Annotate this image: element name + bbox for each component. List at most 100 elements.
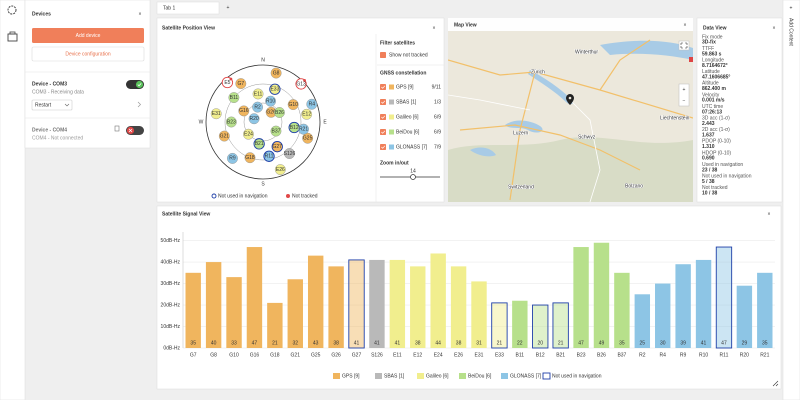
close-button[interactable]: × bbox=[768, 211, 771, 217]
device-status: COM4 - Not connected bbox=[32, 135, 83, 141]
field-value: 0.001 m/s bbox=[702, 98, 725, 104]
constellation-name: GLONASS [7] bbox=[396, 144, 428, 150]
field-value: 1.310 bbox=[702, 144, 715, 150]
satellite-label: B26 bbox=[275, 110, 284, 116]
x-tick-label: R2 bbox=[639, 352, 646, 358]
constellation-swatch bbox=[389, 84, 394, 90]
bar-value-label: 44 bbox=[435, 340, 441, 346]
check-icon bbox=[137, 83, 142, 87]
signal-bar bbox=[287, 279, 303, 348]
constellation-count: 1/3 bbox=[434, 99, 441, 105]
bar-value-label: 21 bbox=[272, 340, 278, 346]
constellation-name: BeiDou [6] bbox=[396, 129, 420, 135]
satellite-label: R10 bbox=[266, 98, 275, 104]
constellation-swatch bbox=[389, 99, 394, 105]
satellite-label: B23 bbox=[227, 119, 236, 125]
not-tracked-dot bbox=[229, 77, 233, 81]
y-tick-label: 20dB-Hz bbox=[161, 302, 181, 308]
constellation-count: 6/9 bbox=[434, 114, 441, 120]
checkbox[interactable] bbox=[380, 114, 386, 120]
zoom-value: 14 bbox=[410, 168, 416, 174]
field-label: Not tracked bbox=[702, 185, 728, 191]
satellite bbox=[287, 99, 299, 110]
panel-title: Satellite Signal View bbox=[162, 211, 210, 217]
close-button[interactable]: × bbox=[139, 11, 142, 17]
signal-bar bbox=[430, 253, 446, 348]
zoom-out[interactable]: − bbox=[683, 98, 686, 104]
close-button[interactable]: × bbox=[773, 25, 776, 31]
satellite-label: R11 bbox=[265, 154, 274, 160]
satellite-label: G18 bbox=[245, 155, 255, 161]
signal-bar bbox=[675, 264, 691, 348]
signal-bar bbox=[410, 266, 426, 348]
settings-icon[interactable] bbox=[7, 5, 17, 15]
action-label: Restart bbox=[35, 102, 52, 108]
checkbox[interactable] bbox=[380, 129, 386, 135]
bar-value-label: 30 bbox=[660, 340, 666, 346]
x-tick-label: E12 bbox=[413, 352, 422, 358]
tab[interactable] bbox=[156, 1, 220, 15]
device-configuration-button[interactable] bbox=[31, 46, 145, 62]
action-select[interactable] bbox=[31, 99, 73, 111]
constellation-count: 6/9 bbox=[434, 129, 441, 135]
expand-chevron[interactable] bbox=[137, 101, 141, 108]
add-device-button[interactable] bbox=[32, 28, 144, 43]
bar-value-label: 33 bbox=[231, 340, 237, 346]
checkbox[interactable] bbox=[380, 52, 386, 58]
not-tracked-dot bbox=[303, 79, 306, 82]
y-tick-label: 40dB-Hz bbox=[161, 259, 181, 265]
x-tick-label: E33 bbox=[495, 352, 504, 358]
satellite-label: R20 bbox=[249, 116, 258, 122]
checkbox-label: Show not tracked bbox=[389, 52, 428, 58]
x-tick-label: B26 bbox=[597, 352, 606, 358]
satellite-label: G21 bbox=[220, 133, 230, 139]
map-lake bbox=[470, 147, 496, 157]
place-label: Switzerland bbox=[508, 184, 534, 190]
add-tab[interactable]: + bbox=[227, 5, 230, 11]
x-icon bbox=[128, 128, 133, 133]
field-value: 59.863 s bbox=[702, 51, 722, 57]
signal-bar bbox=[205, 262, 222, 348]
fullscreen-button[interactable] bbox=[678, 40, 690, 51]
checkbox[interactable] bbox=[380, 144, 386, 150]
add-content-icon[interactable]: + bbox=[790, 5, 793, 11]
add-content-label[interactable]: Add Content bbox=[788, 18, 794, 46]
field-value: 5 / 38 bbox=[702, 179, 715, 185]
x-tick-label: R9 bbox=[680, 352, 687, 358]
add-content-strip[interactable] bbox=[782, 0, 800, 400]
elevation-ring bbox=[224, 83, 302, 161]
device-name: Device - COM3 bbox=[32, 81, 67, 87]
constellation-name: GPS [9] bbox=[396, 84, 414, 90]
checkbox[interactable] bbox=[380, 84, 386, 90]
x-tick-label: E31 bbox=[475, 352, 484, 358]
close-button[interactable]: × bbox=[433, 25, 436, 31]
bar-value-label: 21 bbox=[558, 340, 564, 346]
legend-swatch bbox=[501, 373, 508, 379]
satellite-label: E33 bbox=[270, 87, 279, 93]
bar-value-label: 47 bbox=[721, 340, 727, 346]
close-button[interactable]: × bbox=[684, 22, 687, 28]
satellite bbox=[252, 101, 263, 113]
signal-bar bbox=[267, 302, 283, 348]
zoom-in[interactable]: + bbox=[683, 87, 686, 93]
place-label: Bolzano bbox=[625, 183, 643, 189]
checkbox[interactable] bbox=[380, 99, 386, 105]
map[interactable]: Map View × + − Zürich Luzern Schwyz Switzer… bbox=[448, 18, 695, 202]
x-tick-label: R10 bbox=[699, 352, 708, 358]
panel-title: Data View bbox=[703, 25, 727, 31]
location-pin bbox=[566, 94, 574, 105]
resize-grip[interactable] bbox=[772, 380, 779, 387]
field-label: Not used in navigation bbox=[702, 174, 752, 180]
legend-swatch bbox=[375, 373, 382, 379]
satellite-label: B11 bbox=[230, 95, 239, 101]
zoom-slider-handle[interactable] bbox=[410, 174, 416, 180]
x-tick-label: E24 bbox=[434, 352, 443, 358]
map-labels: Zürich Luzern Schwyz Switzerland Liechtenste… bbox=[508, 49, 691, 191]
field-value: 3D-fix bbox=[702, 40, 716, 46]
delete-icon[interactable] bbox=[114, 125, 120, 132]
add-device-label: Add device bbox=[76, 33, 101, 39]
map-marker bbox=[689, 57, 693, 62]
place-label: Liechtenstein bbox=[660, 115, 690, 121]
location-pin-dot bbox=[568, 96, 572, 100]
legend-swatch bbox=[417, 373, 424, 379]
